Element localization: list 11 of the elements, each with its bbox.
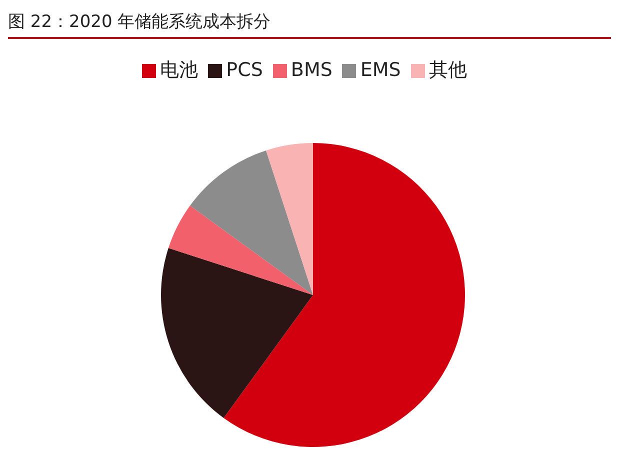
pie-slice xyxy=(168,206,313,295)
pie-slice xyxy=(161,248,313,418)
legend-label: EMS xyxy=(360,59,401,81)
pie-slice xyxy=(190,150,313,295)
legend-label: 其他 xyxy=(428,59,467,81)
legend-label: 电池 xyxy=(160,59,198,81)
pie-slice xyxy=(224,143,465,447)
legend-label: BMS xyxy=(290,59,332,81)
legend-label: PCS xyxy=(226,59,263,81)
chart-title: 图 22：2020 年储能系统成本拆分 xyxy=(8,8,611,39)
pie-slice xyxy=(266,143,313,295)
